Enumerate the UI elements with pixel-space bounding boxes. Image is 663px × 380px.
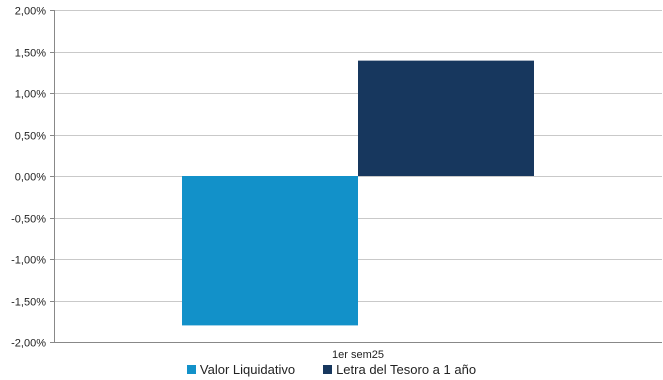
bar-letra-del-tesoro-a-1-a-o <box>358 60 534 176</box>
y-tick-label: 0,50% <box>15 131 46 143</box>
y-tick-label: -2,00% <box>11 338 46 350</box>
y-tick-label: 1,00% <box>15 89 46 101</box>
y-tick-label: 1,50% <box>15 48 46 60</box>
y-tick-label: -1,50% <box>11 297 46 309</box>
legend-label-valor-liquidativo: Valor Liquidativo <box>199 362 296 377</box>
y-tick-label: -0,50% <box>11 214 46 226</box>
y-tick-label: -1,00% <box>11 255 46 267</box>
x-axis-ticks: 1er sem25 <box>332 349 384 361</box>
legend-item-valor-liquidativo: Valor Liquidativo <box>186 362 296 377</box>
y-tick-label: 0,00% <box>15 172 46 184</box>
legend-item-letra-tesoro: Letra del Tesoro a 1 año <box>323 362 476 377</box>
legend-swatch-valor-liquidativo <box>186 365 196 374</box>
legend-swatch-letra-tesoro <box>323 365 333 374</box>
legend: Valor Liquidativo Letra del Tesoro a 1 a… <box>0 362 663 377</box>
bar-valor-liquidativo <box>182 176 358 326</box>
legend-label-letra-tesoro: Letra del Tesoro a 1 año <box>336 362 477 377</box>
x-tick-label: 1er sem25 <box>332 349 384 361</box>
y-tick-label: 2,00% <box>15 6 46 18</box>
y-axis-ticks: 2,00% 1,50% 1,00% 0,50% 0,00% -0,50% -1,00% -1,… <box>11 6 54 350</box>
bars <box>182 60 534 326</box>
